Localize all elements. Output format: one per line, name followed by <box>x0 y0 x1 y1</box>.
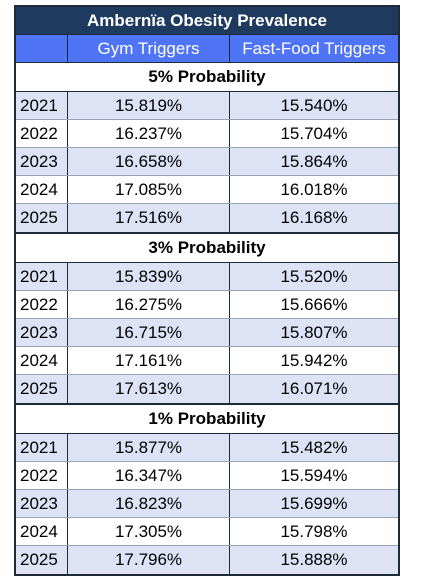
gym-value-cell: 15.839% <box>68 263 230 290</box>
fastfood-value-cell: 16.018% <box>280 179 348 199</box>
gym-value-cell: 17.613% <box>68 375 230 403</box>
gym-value-cell: 15.819% <box>68 92 230 119</box>
prevalence-table: Ambernïa Obesity Prevalence Gym Triggers… <box>14 5 400 576</box>
gym-value-cell: 16.347% <box>68 462 230 489</box>
table-row: 2021 15.877% 15.482% <box>16 434 398 462</box>
year-cell: 2022 <box>16 291 68 318</box>
table-row: 2022 16.347% 15.594% <box>16 462 398 490</box>
fastfood-value-cell: 15.594% <box>280 465 348 485</box>
year-cell: 2023 <box>16 490 68 517</box>
year-cell: 2025 <box>16 204 68 232</box>
fastfood-value-cell: 15.798% <box>280 521 348 541</box>
table-row: 2022 16.275% 15.666% <box>16 291 398 319</box>
table-row: 2023 16.715% 15.807% <box>16 319 398 347</box>
year-cell: 2022 <box>16 462 68 489</box>
section-title: 1% Probability <box>16 403 398 434</box>
table-row: 2024 17.085% 16.018% <box>16 176 398 204</box>
fastfood-value-cell: 15.888% <box>280 550 348 569</box>
gym-value-cell: 16.715% <box>68 319 230 346</box>
gym-value-cell: 16.275% <box>68 291 230 318</box>
year-cell: 2025 <box>16 546 68 574</box>
table-row: 2025 17.516% 16.168% <box>16 204 398 232</box>
fastfood-value-cell: 15.807% <box>280 322 348 342</box>
fastfood-value-cell: 15.482% <box>280 437 348 457</box>
table-row: 2023 16.823% 15.699% <box>16 490 398 518</box>
fastfood-value-cell: 15.704% <box>280 123 348 143</box>
year-cell: 2024 <box>16 518 68 545</box>
year-cell: 2024 <box>16 347 68 374</box>
table-row: 2025 17.796% 15.888% <box>16 546 398 574</box>
gym-value-cell: 17.516% <box>68 204 230 232</box>
table-row: 2024 17.161% 15.942% <box>16 347 398 375</box>
year-cell: 2023 <box>16 319 68 346</box>
fastfood-value-cell: 16.168% <box>280 208 348 227</box>
fastfood-value-cell: 15.666% <box>280 294 348 314</box>
year-column-header <box>16 35 68 62</box>
fastfood-value-cell: 15.942% <box>280 350 348 370</box>
gym-triggers-header: Gym Triggers <box>68 35 230 62</box>
gym-value-cell: 16.658% <box>68 148 230 175</box>
fastfood-value-cell: 16.071% <box>280 379 348 398</box>
table-row: 2025 17.613% 16.071% <box>16 375 398 403</box>
column-header-row: Gym Triggers Fast-Food Triggers <box>16 35 398 63</box>
fast-food-triggers-header: Fast-Food Triggers <box>242 38 386 58</box>
table-row: 2022 16.237% 15.704% <box>16 120 398 148</box>
year-cell: 2025 <box>16 375 68 403</box>
year-cell: 2021 <box>16 263 68 290</box>
table-row: 2023 16.658% 15.864% <box>16 148 398 176</box>
section-title: 3% Probability <box>16 232 398 263</box>
year-cell: 2021 <box>16 434 68 461</box>
gym-value-cell: 15.877% <box>68 434 230 461</box>
gym-value-cell: 16.237% <box>68 120 230 147</box>
fastfood-value-cell: 15.864% <box>280 151 348 171</box>
fastfood-value-cell: 15.699% <box>280 493 348 513</box>
gym-value-cell: 17.085% <box>68 176 230 203</box>
gym-value-cell: 17.796% <box>68 546 230 574</box>
year-cell: 2022 <box>16 120 68 147</box>
year-cell: 2023 <box>16 148 68 175</box>
gym-value-cell: 17.161% <box>68 347 230 374</box>
gym-value-cell: 16.823% <box>68 490 230 517</box>
table-row: 2021 15.839% 15.520% <box>16 263 398 291</box>
year-cell: 2024 <box>16 176 68 203</box>
fastfood-value-cell: 15.520% <box>280 266 348 286</box>
section-title: 5% Probability <box>16 63 398 92</box>
fastfood-value-cell: 15.540% <box>280 95 348 115</box>
table-row: 2024 17.305% 15.798% <box>16 518 398 546</box>
table-row: 2021 15.819% 15.540% <box>16 92 398 120</box>
year-cell: 2021 <box>16 92 68 119</box>
gym-value-cell: 17.305% <box>68 518 230 545</box>
table-title: Ambernïa Obesity Prevalence <box>16 7 398 35</box>
